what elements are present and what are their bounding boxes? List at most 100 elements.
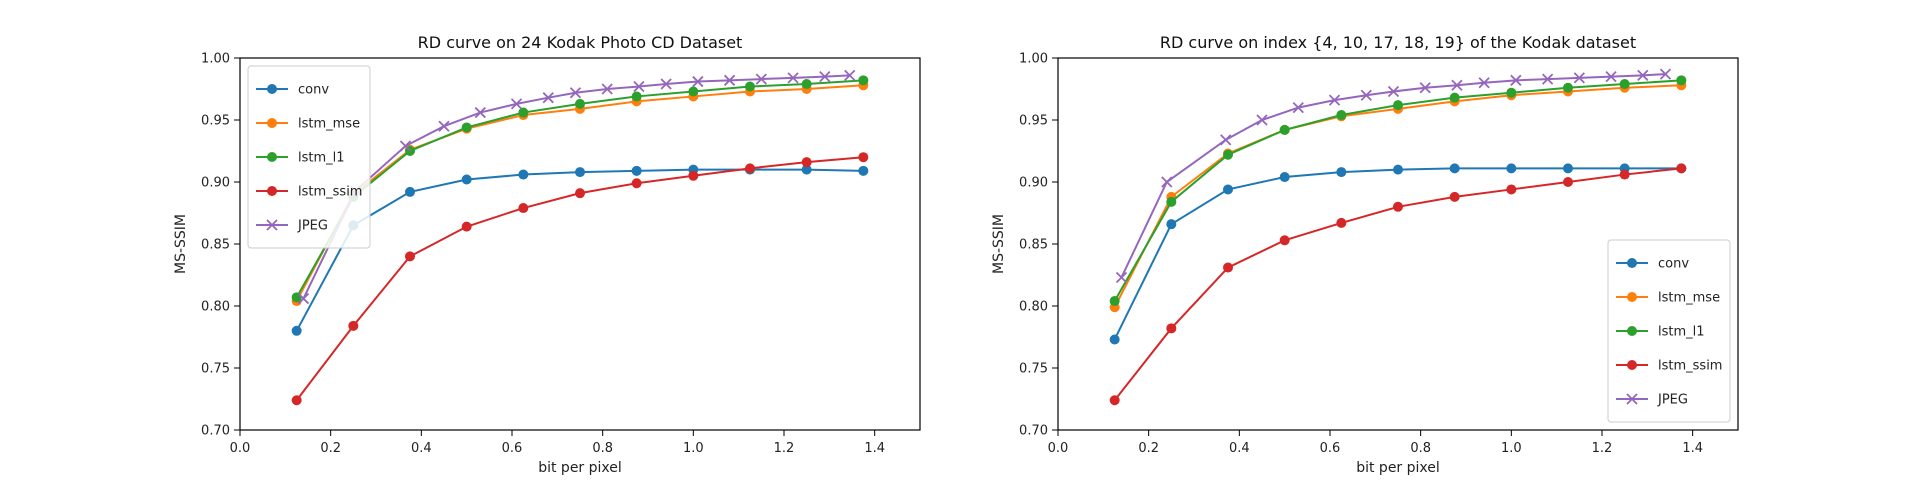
data-point [1637, 69, 1649, 81]
data-point [461, 122, 472, 133]
x-tick-label: 1.4 [1682, 441, 1703, 456]
y-tick-label: 0.70 [1019, 424, 1048, 439]
series-line-conv [1113, 167, 1682, 340]
legend-marker [267, 186, 277, 196]
data-point [1166, 219, 1177, 230]
data-point [787, 72, 799, 84]
series-lstm_mse [1109, 80, 1687, 313]
data-point [1109, 296, 1120, 307]
data-point [1393, 164, 1403, 175]
data-point [1109, 395, 1120, 406]
data-point [745, 81, 755, 92]
x-tick-label: 0.0 [1048, 441, 1069, 456]
data-point [858, 152, 869, 163]
legend: conv lstm_mse lstm_l1 lstm_ssim JPEG [1607, 239, 1731, 423]
data-point [1506, 163, 1517, 174]
legend-marker [1626, 393, 1638, 405]
data-point [858, 75, 869, 86]
data-point [1223, 262, 1233, 273]
legend-label: lstm_ssim [298, 185, 362, 200]
data-point [399, 140, 412, 152]
data-point [1393, 201, 1403, 212]
data-point [291, 325, 302, 336]
data-point [1161, 176, 1173, 188]
x-axis: 0.0 0.2 0.4 0.6 0.8 1.0 1.2 1.4 bit per pixel [1048, 430, 1703, 476]
legend-marker [1627, 360, 1637, 370]
data-point [1336, 110, 1347, 121]
x-tick-label: 0.6 [502, 441, 523, 456]
data-point [1419, 82, 1431, 94]
x-tick-label: 0.2 [1138, 441, 1159, 456]
legend-item: lstm_l1 [256, 151, 345, 166]
data-point [518, 169, 529, 180]
data-point [631, 91, 642, 102]
data-point [1256, 114, 1268, 126]
y-axis-label: MS-SSIM [991, 214, 1007, 274]
data-point [1115, 271, 1128, 284]
legend-item: JPEG [256, 219, 328, 234]
legend-label: lstm_l1 [1658, 325, 1705, 340]
x-tick-label: 0.0 [230, 441, 251, 456]
y-axis-label: MS-SSIM [173, 214, 189, 274]
legend-label: lstm_l1 [298, 151, 345, 166]
data-point [1451, 79, 1463, 91]
series-JPEG [297, 69, 856, 305]
y-tick-label: 1.00 [201, 52, 230, 67]
x-tick-label: 1.0 [683, 441, 704, 456]
data-point [801, 157, 812, 168]
data-point [723, 74, 736, 86]
y-tick-label: 0.80 [201, 300, 230, 315]
legend-label: conv [298, 83, 329, 98]
data-point [1360, 89, 1372, 101]
data-point [1510, 74, 1522, 86]
y-tick-label: 0.90 [1019, 176, 1048, 191]
data-point [1563, 177, 1573, 187]
y-axis: 0.70 0.75 0.80 0.85 0.90 0.95 1.00 MS-SSIM [991, 52, 1058, 439]
legend-item: JPEG [1616, 393, 1688, 408]
data-point [1563, 82, 1573, 93]
data-point [1573, 72, 1585, 84]
legend-item: conv [256, 83, 329, 98]
data-point [542, 92, 554, 104]
data-point [844, 69, 856, 81]
data-point [297, 292, 310, 305]
data-point [1506, 184, 1517, 195]
legend-item: lstm_mse [1616, 291, 1720, 306]
x-tick-label: 1.4 [864, 441, 885, 456]
data-point [1220, 134, 1232, 146]
legend-marker [266, 219, 278, 231]
data-point [474, 106, 486, 119]
data-point [1292, 101, 1304, 114]
data-point [688, 170, 699, 181]
data-point [1279, 235, 1290, 246]
legend-box [1607, 239, 1731, 423]
legend-label: JPEG [297, 219, 328, 234]
data-point [518, 203, 529, 214]
data-point [1563, 163, 1573, 174]
x-tick-label: 0.4 [411, 441, 432, 456]
y-axis: 0.70 0.75 0.80 0.85 0.90 0.95 1.00 MS-SSIM [173, 52, 240, 439]
legend-box [247, 65, 371, 249]
y-tick-label: 0.95 [201, 114, 230, 129]
data-point [348, 320, 359, 331]
data-point [633, 80, 645, 93]
legend-label: lstm_ssim [1658, 359, 1722, 374]
x-tick-label: 0.4 [1229, 441, 1250, 456]
series-lstm_ssim [291, 152, 869, 406]
data-point [1279, 124, 1290, 135]
legend-label: lstm_mse [298, 117, 360, 132]
data-point [1223, 184, 1233, 195]
chart-title: RD curve on index {4, 10, 17, 18, 19} of… [1160, 33, 1636, 52]
data-point [1223, 149, 1233, 160]
legend-marker [1627, 326, 1637, 336]
data-point [1449, 163, 1460, 174]
legend: conv lstm_mse lstm_l1 lstm_ssim JPEG [247, 65, 371, 249]
x-axis-label: bit per pixel [1356, 460, 1440, 476]
data-point [1336, 217, 1347, 228]
data-point [1387, 85, 1400, 98]
chart-panel-1: RD curve on 24 Kodak Photo CD Dataset 0.0… [173, 33, 921, 476]
data-point [1605, 70, 1617, 83]
legend-marker [267, 152, 277, 162]
data-point [461, 174, 472, 185]
